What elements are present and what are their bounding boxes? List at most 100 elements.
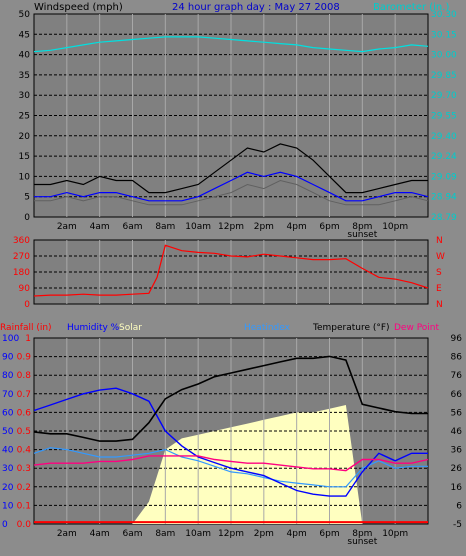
- gust-series-line: [34, 143, 428, 194]
- rain-tick-label: 0.7: [17, 390, 31, 400]
- wind-tick-label: 20: [19, 132, 31, 142]
- temp-tick-label: 76: [451, 371, 463, 381]
- wind-tick-label: 10: [19, 172, 31, 182]
- humidity-label: Humidity %: [67, 323, 120, 333]
- direction-tick-label: 180: [13, 268, 30, 278]
- temperature-series-line: [33, 355, 428, 442]
- wind-tick-label: 5: [24, 193, 30, 203]
- temp-humidity-panel: 0 0.0 -5 10 0.1 6 20 0.2 16 30 0.3 26 40 0.4 36 50 0.5 46…: [2, 334, 462, 547]
- barometer-axis-label: Barometer (in.): [373, 2, 449, 13]
- compass-tick-label: E: [436, 284, 442, 294]
- x-tick-label: 6pm: [319, 529, 339, 539]
- temp-tick-label: 86: [451, 353, 463, 363]
- dewpoint-series-line: [33, 455, 429, 472]
- wind-tick-label: 50: [19, 10, 31, 20]
- rain-tick-label: 0.8: [17, 371, 32, 381]
- rainfall-label: Rainfall (in): [0, 323, 52, 333]
- rain-tick-label: 0.0: [17, 520, 32, 530]
- wind-tick-label: 40: [19, 51, 31, 61]
- x-tick-label: 2am: [57, 529, 77, 539]
- x-tick-label: 2pm: [254, 529, 274, 539]
- chart-title: 24 hour graph day : May 27 2008: [172, 2, 340, 13]
- direction-tick-label: 0: [24, 300, 30, 310]
- humidity-tick-label: 40: [2, 446, 14, 456]
- wind-avg-series-line: [34, 171, 429, 202]
- dewpoint-label: Dew Point: [394, 323, 440, 333]
- wind-tick-label: 0: [24, 213, 30, 223]
- baro-tick-label: 28.79: [431, 213, 457, 223]
- temp-tick-label: 96: [451, 334, 463, 344]
- x-tick-label: 4pm: [287, 222, 307, 232]
- x-tick-label: 10am: [185, 529, 211, 539]
- direction-series-line: [33, 244, 429, 297]
- sunset-label: sunset: [347, 537, 377, 547]
- rain-tick-label: 0.3: [17, 464, 31, 474]
- compass-tick-label: W: [436, 252, 445, 262]
- rain-tick-label: 0.9: [17, 353, 32, 363]
- baro-tick-label: 29.70: [431, 91, 457, 101]
- x-tick-label: 8am: [155, 529, 175, 539]
- x-tick-label: 10pm: [382, 222, 408, 232]
- rain-tick-label: 1: [25, 334, 31, 344]
- compass-tick-label: N: [436, 236, 443, 246]
- baro-tick-label: 28.94: [431, 193, 457, 203]
- x-tick-label: 12pm: [218, 529, 244, 539]
- humidity-tick-label: 90: [2, 353, 14, 363]
- barometer-series-line: [33, 36, 429, 53]
- heatindex-series-line: [33, 447, 428, 488]
- temp-tick-label: -5: [453, 520, 462, 530]
- humidity-tick-label: 0: [2, 520, 8, 530]
- baro-tick-label: 30.00: [431, 51, 457, 61]
- temp-tick-label: 16: [451, 483, 463, 493]
- x-tick-label: 10pm: [382, 529, 408, 539]
- x-tick-label: 8pm: [352, 222, 372, 232]
- x-tick-label: 8am: [155, 222, 175, 232]
- rain-tick-label: 0.2: [17, 483, 31, 493]
- wind-tick-label: 30: [19, 91, 31, 101]
- direction-tick-label: 360: [13, 236, 30, 246]
- x-tick-label: 12pm: [218, 222, 244, 232]
- wind-series-line: [34, 179, 429, 206]
- x-tick-label: 2pm: [254, 222, 274, 232]
- wind-barometer-panel: 0 28.79 5 28.94 10 29.09 15 29.24 20 29.40 25 29.55…: [19, 10, 457, 240]
- heatindex-label: Heatindex: [244, 323, 291, 333]
- x-tick-label: 6am: [122, 529, 142, 539]
- direction-tick-label: 90: [19, 284, 31, 294]
- wind-direction-panel: 0 N 90 E 180 S 270 W 360 N: [13, 236, 445, 310]
- direction-tick-label: 270: [13, 252, 30, 262]
- x-tick-label: 2am: [57, 222, 77, 232]
- temp-tick-label: 46: [451, 427, 463, 437]
- temp-tick-label: 26: [451, 464, 463, 474]
- baro-tick-label: 29.24: [431, 152, 457, 162]
- x-tick-label: 4am: [90, 529, 110, 539]
- temperature-label: Temperature (°F): [312, 323, 390, 333]
- rain-tick-label: 0.1: [17, 501, 31, 511]
- humidity-tick-label: 60: [2, 408, 14, 418]
- humidity-tick-label: 70: [2, 390, 14, 400]
- baro-tick-label: 29.85: [431, 71, 457, 81]
- baro-tick-label: 30.30: [431, 10, 457, 20]
- rain-tick-label: 0.6: [17, 408, 32, 418]
- solar-label: Solar: [119, 323, 142, 333]
- x-tick-label: 8pm: [352, 529, 372, 539]
- baro-tick-label: 30.15: [431, 30, 457, 40]
- compass-tick-label: S: [436, 268, 442, 278]
- humidity-series-line: [33, 387, 428, 497]
- humidity-tick-label: 80: [2, 371, 14, 381]
- baro-tick-label: 29.40: [431, 132, 457, 142]
- humidity-tick-label: 50: [2, 427, 14, 437]
- humidity-tick-label: 100: [2, 334, 19, 344]
- x-tick-label: 6pm: [319, 222, 339, 232]
- x-tick-label: 4pm: [287, 529, 307, 539]
- windspeed-axis-label: Windspeed (mph): [34, 2, 123, 13]
- baro-tick-label: 29.09: [431, 172, 457, 182]
- rain-tick-label: 0.4: [17, 446, 32, 456]
- x-tick-label: 10am: [185, 222, 211, 232]
- wind-tick-label: 45: [19, 30, 30, 40]
- humidity-tick-label: 20: [2, 483, 14, 493]
- rain-tick-label: 0.5: [17, 427, 31, 437]
- temp-tick-label: 66: [451, 390, 463, 400]
- temp-tick-label: 36: [451, 446, 463, 456]
- baro-tick-label: 29.55: [431, 112, 457, 122]
